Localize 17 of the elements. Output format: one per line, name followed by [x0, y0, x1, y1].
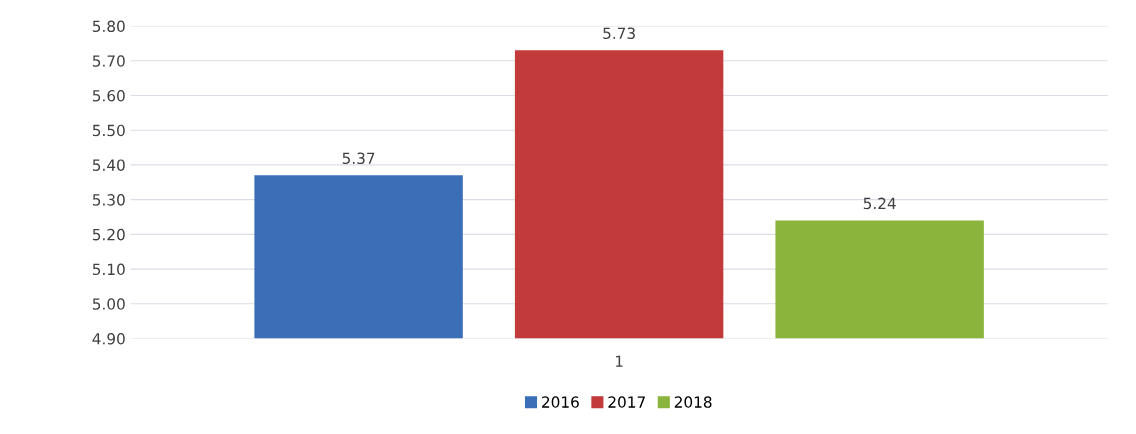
legend-label: 2018 [674, 396, 712, 408]
y-tick-label: 5.70 [92, 55, 125, 67]
x-tick-label: 1 [615, 355, 623, 367]
legend-label: 2016 [542, 396, 579, 408]
y-tick-label: 5.10 [92, 263, 125, 276]
y-tick-label: 4.90 [92, 332, 125, 345]
y-tick-label: 5.50 [92, 124, 125, 137]
y-tick-label: 5.20 [92, 228, 125, 241]
y-tick-label: 5.00 [92, 298, 125, 310]
y-tick-label: 5.60 [92, 89, 125, 102]
data-label: 5.37 [342, 152, 375, 165]
y-tick-label: 5.80 [92, 20, 125, 33]
y-tick-label: 5.40 [92, 159, 125, 171]
y-tick-label: 5.30 [92, 194, 125, 206]
data-label: 5.24 [863, 197, 896, 210]
legend-label: 2017 [608, 396, 645, 408]
data-label: 5.73 [603, 27, 635, 40]
